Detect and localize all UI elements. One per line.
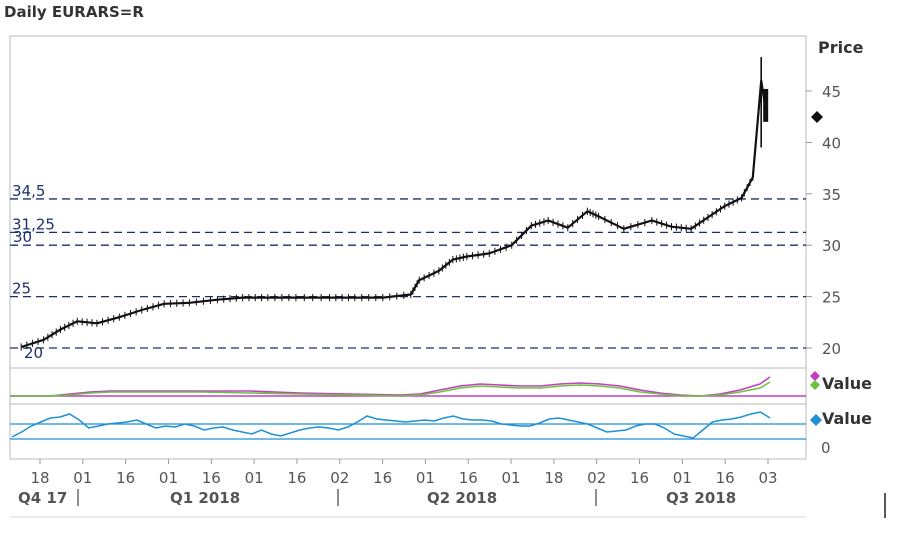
indicator2-panel bbox=[10, 411, 806, 440]
level-label: 31,25 bbox=[12, 215, 55, 233]
chart-title: Daily EURARS=R bbox=[4, 3, 144, 21]
indicator1-panel bbox=[10, 376, 806, 397]
x-tick-label: 16 bbox=[202, 469, 221, 487]
y-tick-label: 25 bbox=[822, 289, 841, 307]
y-tick-label: 40 bbox=[822, 134, 841, 152]
price-last-candle bbox=[763, 88, 769, 122]
indicator2-line bbox=[11, 411, 771, 439]
level-label: 34,5 bbox=[12, 182, 45, 200]
price-line bbox=[20, 79, 768, 349]
x-tick-label: 16 bbox=[116, 469, 135, 487]
indicator1-magenta-marker-icon bbox=[810, 371, 820, 381]
y-tick-label: 45 bbox=[822, 83, 841, 101]
x-tick-label: 01 bbox=[73, 469, 92, 487]
x-tick-label: 02 bbox=[330, 469, 349, 487]
x-tick-label: 01 bbox=[673, 469, 692, 487]
main-plot-frame bbox=[9, 35, 807, 369]
indicator1-label: Value bbox=[822, 374, 872, 393]
y-axis-title: Price bbox=[818, 38, 864, 57]
x-tick-label: 03 bbox=[758, 469, 777, 487]
quarter-label: Q3 2018 bbox=[666, 489, 736, 507]
level-label: 20 bbox=[24, 344, 43, 362]
x-tick-label: 16 bbox=[630, 469, 649, 487]
y-tick-label: 30 bbox=[822, 237, 841, 255]
y-ticks: 20 25 30 35 40 45 bbox=[806, 83, 841, 358]
x-ticks: 18 01 16 01 16 01 16 02 16 01 16 01 18 02 16 01 16 03 bbox=[30, 459, 778, 487]
indicator1-magenta-line bbox=[10, 376, 771, 397]
x-tick-label: 16 bbox=[459, 469, 478, 487]
last-price-marker-icon bbox=[811, 111, 823, 123]
x-tick-label: 18 bbox=[30, 469, 49, 487]
x-tick-label: 01 bbox=[416, 469, 435, 487]
x-tick-label: 01 bbox=[502, 469, 521, 487]
level-label: 30 bbox=[13, 228, 32, 246]
x-tick-label: 16 bbox=[287, 469, 306, 487]
x-tick-label: 01 bbox=[159, 469, 178, 487]
quarter-labels: Q4 17 Q1 2018 Q2 2018 Q3 2018 bbox=[18, 489, 736, 507]
x-tick-label: 16 bbox=[716, 469, 735, 487]
quarter-label: Q4 17 bbox=[18, 489, 67, 507]
y-tick-label: 35 bbox=[822, 186, 841, 204]
indicator2-marker-icon bbox=[810, 414, 822, 426]
indicator2-label: Value bbox=[822, 409, 872, 428]
x-tick-label: 02 bbox=[587, 469, 606, 487]
price-series bbox=[20, 57, 769, 351]
x-tick-label: 01 bbox=[245, 469, 264, 487]
quarter-label: Q1 2018 bbox=[170, 489, 240, 507]
y-tick-label: 20 bbox=[822, 340, 841, 358]
indicator1-green-line bbox=[10, 381, 771, 397]
indicator1-green-marker-icon bbox=[810, 380, 820, 390]
x-tick-label: 18 bbox=[544, 469, 563, 487]
level-label: 25 bbox=[12, 280, 31, 298]
x-tick-label: 16 bbox=[373, 469, 392, 487]
indicator2-zero-label: 0 bbox=[821, 439, 831, 457]
quarter-label: Q2 2018 bbox=[427, 489, 497, 507]
